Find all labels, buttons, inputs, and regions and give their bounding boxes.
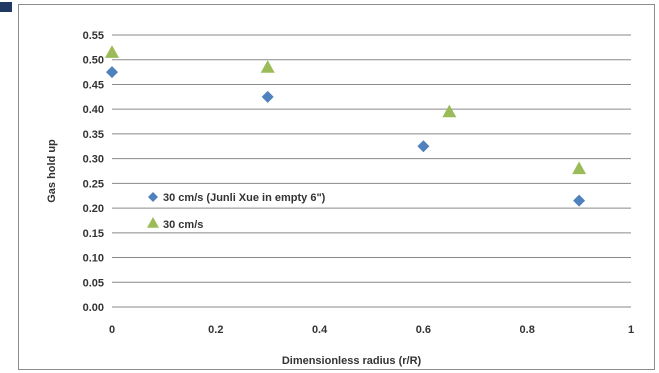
y-tick-label: 0.50: [83, 55, 104, 67]
y-tick-label: 0.35: [83, 129, 104, 141]
y-tick-label: 0.00: [83, 302, 104, 314]
y-tick-label: 0.55: [83, 30, 104, 42]
x-tick-label: 0: [109, 324, 115, 336]
x-tick-label: 1: [628, 324, 634, 336]
x-tick-label: 0.4: [312, 324, 328, 336]
y-axis-title: Gas hold up: [46, 139, 58, 203]
y-tick-labels: 0.00 0.05 0.10 0.15 0.20 0.25 0.30 0.35 0.40 0.45…: [83, 30, 104, 314]
y-tick-label: 0.45: [83, 79, 104, 91]
gridlines: [112, 34, 631, 283]
x-tick-label: 0.8: [520, 324, 535, 336]
legend-marker-triangle: [147, 217, 159, 228]
x-tick-label: 0.6: [416, 324, 431, 336]
data-point-triangle: [105, 45, 119, 58]
x-tick-labels: 0 0.2 0.4 0.6 0.8 1: [109, 324, 634, 336]
data-point-diamond: [417, 140, 430, 153]
chart-frame: 0.00 0.05 0.10 0.15 0.20 0.25 0.30 0.35 0.40 0.45…: [18, 4, 655, 370]
legend-label-series-1: 30 cm/s (Junli Xue in empty 6"): [163, 192, 326, 204]
data-point-triangle: [442, 104, 457, 118]
legend-label-series-2: 30 cm/s: [163, 219, 203, 231]
y-tick-label: 0.15: [83, 228, 104, 240]
legend: 30 cm/s (Junli Xue in empty 6") 30 cm/s: [147, 192, 326, 231]
corner-mark: [0, 2, 12, 12]
y-tick-label: 0.20: [83, 203, 104, 215]
y-tick-label: 0.40: [83, 104, 104, 116]
data-point-triangle: [572, 161, 587, 175]
legend-marker-diamond: [148, 192, 158, 202]
y-tick-label: 0.25: [83, 178, 104, 190]
data-point-diamond: [106, 66, 118, 79]
x-tick-label: 0.2: [208, 324, 223, 336]
data-point-diamond: [573, 194, 586, 207]
scatter-chart: 0.000.050.100.150.200.250.300.350.400.45…: [46, 30, 634, 367]
y-tick-label: 0.30: [83, 154, 104, 166]
y-tick-label: 0.10: [83, 253, 104, 265]
data-points: [105, 45, 587, 207]
y-tick-label: 0.05: [83, 277, 104, 289]
x-axis-title: Dimensionless radius (r/R): [282, 355, 422, 367]
data-point-diamond: [261, 90, 274, 103]
data-point-triangle: [260, 60, 275, 73]
